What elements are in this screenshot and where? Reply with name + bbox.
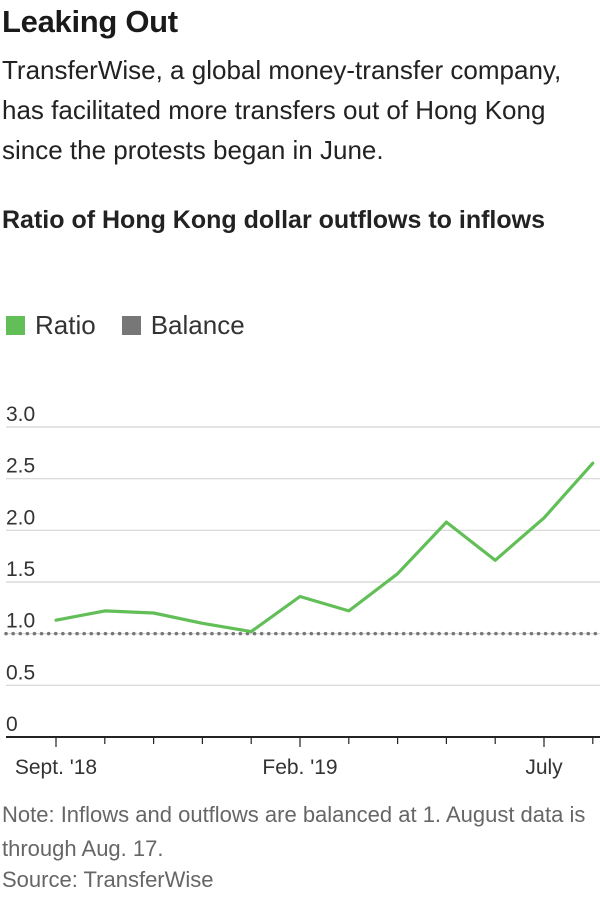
legend-label-ratio: Ratio — [35, 310, 96, 340]
legend-swatch-ratio — [6, 316, 25, 335]
ratio-line — [54, 461, 595, 634]
y-tick-label: 2.0 — [6, 506, 35, 529]
y-tick-label: 2.5 — [6, 455, 35, 478]
y-tick-label: 0.5 — [6, 661, 35, 684]
y-tick-label: 0 — [6, 713, 18, 736]
legend-swatch-balance — [121, 316, 141, 335]
legend-item-balance: Balance — [118, 310, 245, 341]
line-chart: 0 0.5 1.0 1.5 2.0 2.5 3.0 Sept. '18 Feb. '19 July — [4, 403, 600, 779]
y-tick-label: 1.5 — [6, 558, 35, 581]
y-tick-label: 3.0 — [6, 403, 35, 426]
x-tick-label: July — [525, 756, 563, 779]
chart-source: Source: TransferWise — [2, 867, 214, 892]
dek: TransferWise, a global money-transfer co… — [2, 55, 562, 165]
legend: Ratio Balance — [2, 310, 267, 341]
legend-label-balance: Balance — [150, 310, 245, 340]
chart-title: Ratio of Hong Kong dollar outflows to in… — [2, 206, 545, 234]
x-tick-label: Sept. '18 — [15, 756, 97, 779]
x-tick-label: Feb. '19 — [262, 756, 337, 779]
chart-note: Note: Inflows and outflows are balanced … — [2, 802, 586, 861]
y-tick-label: 1.0 — [6, 610, 35, 633]
headline: Leaking Out — [2, 4, 178, 39]
legend-item-ratio: Ratio — [2, 310, 96, 341]
